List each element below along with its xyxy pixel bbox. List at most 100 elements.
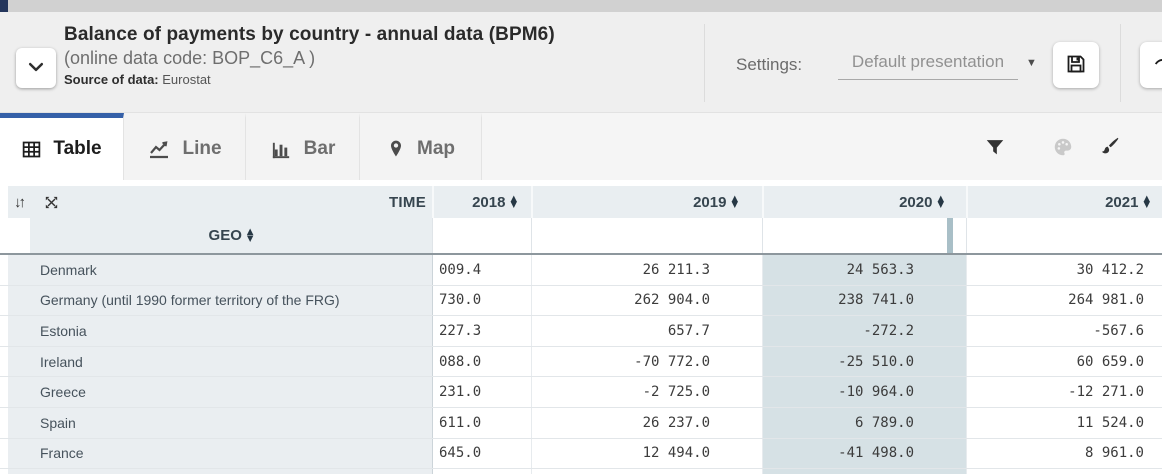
table-body: Denmark 009.4 26 211.3 24 563.3 30 412.2 Germ… bbox=[0, 255, 1162, 470]
column-header-2019[interactable]: 2019 ▲ ▼ bbox=[531, 186, 762, 218]
tab-line[interactable]: Line bbox=[124, 113, 246, 180]
paintbrush-icon[interactable] bbox=[1098, 135, 1121, 159]
value-cell-2021[interactable]: 264 981.0 bbox=[966, 285, 1162, 316]
column-header-2018[interactable]: 2018 ▲ ▼ bbox=[432, 186, 531, 218]
move-dimension-icon[interactable] bbox=[43, 194, 60, 211]
palette-icon bbox=[1052, 135, 1074, 159]
year-label: 2018 bbox=[472, 193, 506, 211]
dataset-code: (online data code: BOP_C6_A ) bbox=[64, 48, 316, 68]
presentation-select[interactable]: Default presentation bbox=[838, 52, 1018, 80]
value-cell-2018[interactable]: 088.0 bbox=[432, 346, 531, 377]
geo-cell[interactable]: Germany (until 1990 former territory of … bbox=[8, 285, 432, 316]
table-row: Germany (until 1990 former territory of … bbox=[0, 285, 1162, 317]
table-row: Spain 611.0 26 237.0 6 789.0 11 524.0 bbox=[0, 407, 1162, 439]
dataset-header: Balance of payments by country - annual … bbox=[0, 12, 1162, 113]
time-dimension-label: TIME bbox=[388, 193, 426, 211]
chevron-down-icon[interactable]: ▼ bbox=[1026, 57, 1037, 69]
dataset-title: Balance of payments by country - annual … bbox=[64, 24, 555, 45]
value-cell-2018[interactable]: 730.0 bbox=[432, 285, 531, 316]
line-chart-icon bbox=[147, 137, 171, 161]
value-cell-2019[interactable]: 12 494.0 bbox=[531, 438, 762, 469]
table-gutter bbox=[0, 407, 8, 438]
column-header-2020[interactable]: 2020 ▲ ▼ bbox=[762, 186, 966, 218]
geo-cell[interactable]: Greece bbox=[8, 377, 432, 407]
collapse-header-button[interactable] bbox=[16, 48, 56, 88]
clipped-header-button[interactable] bbox=[1140, 42, 1162, 88]
geo-cell[interactable]: Estonia bbox=[8, 316, 432, 346]
value-cell-2018[interactable]: 009.4 bbox=[432, 255, 531, 285]
column-header-2021[interactable]: 2021 ▲ ▼ bbox=[966, 186, 1162, 218]
value-cell-2018[interactable]: 611.0 bbox=[432, 407, 531, 438]
geo-dimension-label: GEO bbox=[208, 227, 242, 244]
table-header-row: ↓↑ TIME 2018 ▲ ▼ 2019 ▲ ▼ 2020 ▲ ▼ 2021 ▲ ▼ bbox=[0, 186, 1162, 218]
source-value: Eurostat bbox=[162, 72, 211, 87]
tab-map[interactable]: Map bbox=[360, 113, 482, 180]
value-cell-2019[interactable]: -70 772.0 bbox=[531, 346, 762, 377]
geo-cell[interactable]: France bbox=[8, 438, 432, 469]
table-row: Estonia 227.3 657.7 -272.2 -567.6 bbox=[0, 316, 1162, 347]
filter-cell-2021[interactable] bbox=[966, 218, 1162, 253]
value-cell-2021[interactable]: -12 271.0 bbox=[966, 377, 1162, 407]
table-gutter bbox=[0, 377, 8, 407]
year-label: 2020 bbox=[899, 193, 933, 211]
table-row: Denmark 009.4 26 211.3 24 563.3 30 412.2 bbox=[0, 255, 1162, 286]
header-divider bbox=[704, 24, 705, 102]
tab-table[interactable]: Table bbox=[0, 113, 124, 180]
table-gutter bbox=[0, 316, 8, 346]
value-cell-2020[interactable]: -10 964.0 bbox=[762, 377, 966, 407]
value-cell-2019[interactable]: -2 725.0 bbox=[531, 377, 762, 407]
table-gutter bbox=[0, 255, 8, 285]
table-row: France 645.0 12 494.0 -41 498.0 8 961.0 bbox=[0, 438, 1162, 470]
geo-cell[interactable]: Denmark bbox=[8, 255, 432, 285]
tab-label: Line bbox=[182, 138, 222, 159]
tab-bar[interactable]: Bar bbox=[246, 113, 360, 180]
year-label: 2021 bbox=[1105, 193, 1139, 211]
value-cell-2021[interactable]: 60 659.0 bbox=[966, 346, 1162, 377]
table-row: Greece 231.0 -2 725.0 -10 964.0 -12 271.0 bbox=[0, 377, 1162, 408]
value-cell-2021[interactable]: -567.6 bbox=[966, 316, 1162, 346]
value-cell-2020[interactable]: -41 498.0 bbox=[762, 438, 966, 469]
value-cell-2020[interactable]: -25 510.0 bbox=[762, 346, 966, 377]
tab-label: Bar bbox=[303, 138, 336, 159]
geo-dimension-header[interactable]: GEO ▲ ▼ bbox=[30, 218, 432, 253]
value-cell-2019[interactable]: 26 211.3 bbox=[531, 255, 762, 285]
window-top-strip bbox=[0, 0, 1162, 12]
filter-cell-2019[interactable] bbox=[531, 218, 762, 253]
time-geo-corner-cell: ↓↑ TIME bbox=[8, 186, 432, 218]
value-cell-2021[interactable]: 30 412.2 bbox=[966, 255, 1162, 285]
more-tools-icon[interactable] bbox=[1157, 135, 1162, 159]
filter-icon[interactable] bbox=[984, 135, 1006, 159]
filter-cell-2018[interactable] bbox=[432, 218, 531, 253]
value-cell-2021[interactable]: 8 961.0 bbox=[966, 438, 1162, 469]
value-cell-2020[interactable]: 24 563.3 bbox=[762, 255, 966, 285]
table-row: Ireland 088.0 -70 772.0 -25 510.0 60 659.0 bbox=[0, 346, 1162, 378]
value-cell-2019[interactable]: 657.7 bbox=[531, 316, 762, 346]
sort-rows-icon[interactable]: ↓↑ bbox=[14, 193, 26, 211]
table-icon bbox=[21, 139, 42, 160]
table-filter-row: GEO ▲ ▼ bbox=[0, 218, 1162, 255]
table-gutter bbox=[0, 285, 8, 316]
value-cell-2019[interactable]: 262 904.0 bbox=[531, 285, 762, 316]
sort-arrows-icon: ▲ ▼ bbox=[937, 193, 944, 210]
value-cell-2021[interactable]: 11 524.0 bbox=[966, 407, 1162, 438]
header-divider bbox=[1120, 24, 1121, 102]
geo-cell[interactable]: Ireland bbox=[8, 346, 432, 377]
value-cell-2018[interactable]: 645.0 bbox=[432, 438, 531, 469]
save-presentation-button[interactable] bbox=[1053, 42, 1099, 88]
table-toolbar bbox=[960, 113, 1162, 180]
dataset-source: Source of data: Eurostat bbox=[64, 71, 694, 88]
filter-cell-2020[interactable] bbox=[762, 218, 966, 253]
value-cell-2019[interactable]: 26 237.0 bbox=[531, 407, 762, 438]
view-tabs-strip: Table Line Bar Map bbox=[0, 113, 1162, 180]
geo-cell[interactable]: Spain bbox=[8, 407, 432, 438]
value-cell-2018[interactable]: 227.3 bbox=[432, 316, 531, 346]
value-cell-2020[interactable]: -272.2 bbox=[762, 316, 966, 346]
data-table: ↓↑ TIME 2018 ▲ ▼ 2019 ▲ ▼ 2020 ▲ ▼ 2021 ▲ ▼ GEO ▲ ▼ bbox=[0, 186, 1162, 474]
tab-label: Map bbox=[417, 138, 455, 159]
value-cell-2018[interactable]: 231.0 bbox=[432, 377, 531, 407]
tab-label: Table bbox=[53, 138, 102, 159]
value-cell-2020[interactable]: 6 789.0 bbox=[762, 407, 966, 438]
value-cell-2020[interactable]: 238 741.0 bbox=[762, 285, 966, 316]
save-icon bbox=[1064, 52, 1088, 79]
